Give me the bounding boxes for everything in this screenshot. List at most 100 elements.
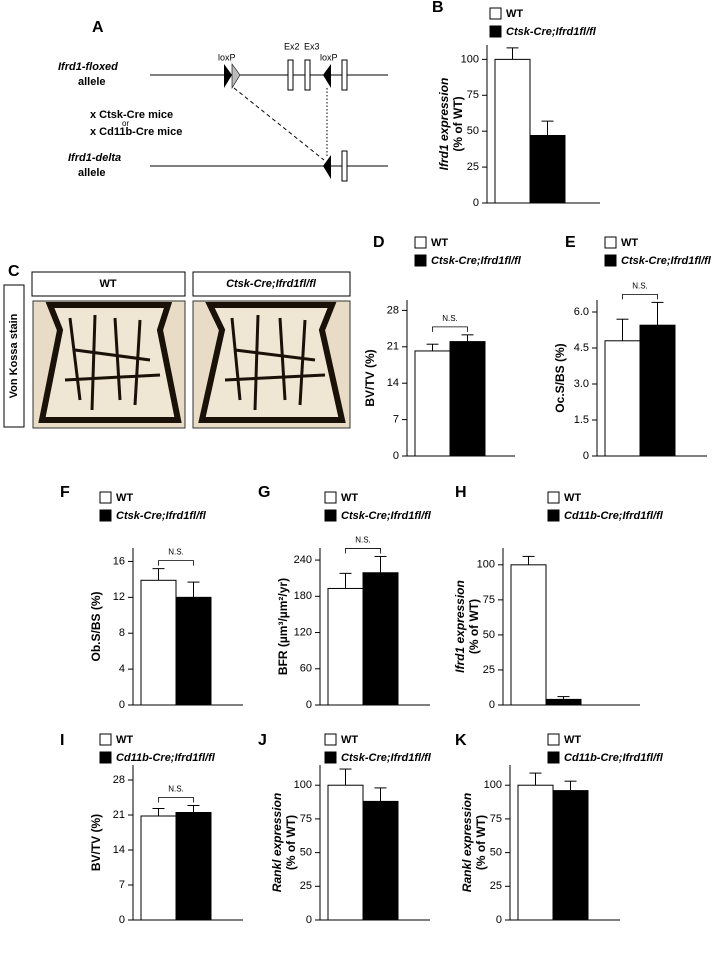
y-tick-label: 0 — [496, 914, 502, 926]
bar — [140, 579, 177, 706]
y-tick-label: 7 — [393, 414, 399, 426]
legend-swatch — [99, 733, 112, 746]
legend-label: Ctsk-Cre;Ifrd1fl/fl — [431, 255, 522, 267]
panel-letter: B — [432, 0, 444, 16]
bar — [327, 587, 364, 706]
y-tick-label: 0 — [119, 699, 125, 711]
legend-label: Ctsk-Cre;Ifrd1fl/fl — [341, 510, 432, 522]
loxp-site — [323, 64, 331, 88]
y-tick-label: 25 — [490, 880, 502, 892]
significance-label: N.S. — [168, 785, 184, 794]
legend-swatch — [99, 751, 112, 764]
y-axis-label: Rankl expression — [460, 793, 474, 892]
y-axis-label: (% of WT) — [284, 815, 298, 870]
significance-bracket — [158, 797, 194, 803]
cross-label: x Cd11b-Cre mice — [90, 126, 182, 138]
legend-label: WT — [116, 734, 133, 746]
y-tick-label: 14 — [387, 377, 399, 389]
stain-box — [3, 284, 25, 428]
y-tick-label: 0 — [393, 450, 399, 462]
y-tick-label: 14 — [113, 844, 125, 856]
y-tick-label: 100 — [294, 779, 312, 791]
y-tick-label: 12 — [113, 591, 125, 603]
bar — [362, 572, 399, 706]
significance-bracket — [622, 294, 658, 300]
recombination-line — [233, 87, 325, 161]
bar — [175, 812, 212, 921]
y-tick-label: 28 — [387, 304, 399, 316]
exon-label: Ex2 — [284, 41, 300, 51]
legend-swatch — [604, 254, 617, 267]
legend-swatch — [324, 509, 337, 522]
bar — [529, 134, 566, 204]
y-tick-label: 4.5 — [574, 342, 589, 354]
y-tick-label: 21 — [387, 341, 399, 353]
panel-letter: F — [60, 484, 70, 501]
y-axis-label: Oc.S/BS (%) — [553, 343, 567, 412]
y-tick-label: 28 — [113, 774, 125, 786]
image-label: Ctsk-Cre;Ifrd1fl/fl — [226, 278, 317, 290]
bar — [140, 815, 177, 921]
panel-letter: G — [258, 484, 270, 501]
significance-label: N.S. — [168, 548, 184, 557]
bar — [362, 800, 399, 921]
bar — [510, 564, 547, 706]
loxp-site — [323, 155, 331, 179]
y-axis-label: (% of WT) — [467, 599, 481, 654]
y-tick-label: 75 — [483, 594, 495, 606]
y-axis-label: BFR (µm³/µm²/yr) — [276, 578, 290, 675]
legend-swatch — [324, 733, 337, 746]
legend-swatch — [324, 751, 337, 764]
legend-swatch — [547, 491, 560, 504]
bar — [494, 58, 531, 204]
histology-image — [32, 300, 186, 429]
legend-swatch — [324, 491, 337, 504]
legend-swatch — [547, 751, 560, 764]
y-tick-label: 7 — [119, 879, 125, 891]
panel-letter: D — [373, 234, 385, 251]
panel-letter: E — [565, 234, 576, 251]
allele-label: Ifrd1-floxed — [58, 61, 118, 73]
y-tick-label: 16 — [113, 555, 125, 567]
image-header — [192, 271, 351, 297]
allele-label: allele — [78, 76, 106, 88]
y-tick-label: 240 — [294, 554, 312, 566]
y-tick-label: 6.0 — [574, 306, 589, 318]
y-tick-label: 0 — [119, 914, 125, 926]
y-tick-label: 0 — [473, 197, 479, 209]
cross-label: or — [122, 119, 129, 128]
y-tick-label: 0 — [306, 699, 312, 711]
exon — [304, 59, 311, 91]
bar — [517, 784, 554, 921]
legend-swatch — [489, 25, 502, 38]
allele-label: Ifrd1-delta — [68, 152, 121, 164]
legend-label: WT — [431, 237, 448, 249]
legend-swatch — [547, 733, 560, 746]
y-tick-label: 1.5 — [574, 414, 589, 426]
significance-bracket — [158, 560, 194, 566]
bar — [449, 341, 486, 457]
y-tick-label: 21 — [113, 809, 125, 821]
bar — [552, 790, 589, 921]
y-tick-label: 50 — [467, 125, 479, 137]
y-tick-label: 120 — [294, 626, 312, 638]
legend-swatch — [414, 254, 427, 267]
panel-letter: A — [92, 19, 104, 36]
y-tick-label: 0 — [306, 914, 312, 926]
legend-label: Cd11b-Cre;Ifrd1fl/fl — [564, 752, 664, 764]
y-tick-label: 0 — [583, 450, 589, 462]
y-tick-label: 25 — [483, 664, 495, 676]
exon — [341, 150, 348, 182]
y-tick-label: 75 — [490, 813, 502, 825]
image-label: WT — [99, 278, 116, 290]
y-axis-label: Ifrd1 expression — [437, 78, 451, 171]
loxp-site — [224, 64, 232, 88]
y-axis-label: Rankl expression — [270, 793, 284, 892]
y-tick-label: 180 — [294, 590, 312, 602]
panel-letter: K — [455, 732, 467, 749]
legend-label: WT — [341, 734, 358, 746]
y-tick-label: 4 — [119, 663, 125, 675]
legend-label: Ctsk-Cre;Ifrd1fl/fl — [621, 255, 712, 267]
